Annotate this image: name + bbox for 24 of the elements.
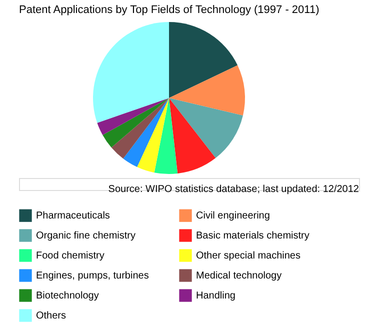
legend-label: Medical technology — [196, 270, 282, 282]
chart-title: Patent Applications by Top Fields of Technology (1997 - 2011) — [19, 4, 320, 16]
pie-slice — [169, 98, 216, 174]
pie-slice — [137, 98, 169, 173]
pie-slice — [97, 98, 169, 136]
legend-label: Engines, pumps, turbines — [36, 270, 149, 282]
legend-label: Civil engineering — [196, 210, 270, 222]
pie-slice — [102, 98, 169, 148]
pie-slice — [169, 65, 245, 116]
legend-label: Food chemistry — [36, 250, 104, 262]
pie-slice — [111, 98, 169, 159]
legend-label: Handling — [196, 290, 236, 302]
pie-slice — [93, 22, 169, 123]
legend-label: Biotechnology — [36, 290, 99, 302]
pie-slice — [169, 22, 238, 98]
pie-slice — [154, 98, 178, 174]
pie-slice — [123, 98, 169, 167]
legend-label: Basic materials chemistry — [196, 230, 310, 242]
source-note: Source: WIPO statistics database; last updated: 12/2012 — [108, 184, 360, 195]
legend-label: Others — [36, 310, 66, 322]
legend-label: Organic fine chemistry — [36, 230, 136, 242]
legend-label: Other special machines — [196, 250, 300, 262]
legend-label: Pharmaceuticals — [36, 210, 110, 222]
pie-slice — [169, 98, 243, 158]
